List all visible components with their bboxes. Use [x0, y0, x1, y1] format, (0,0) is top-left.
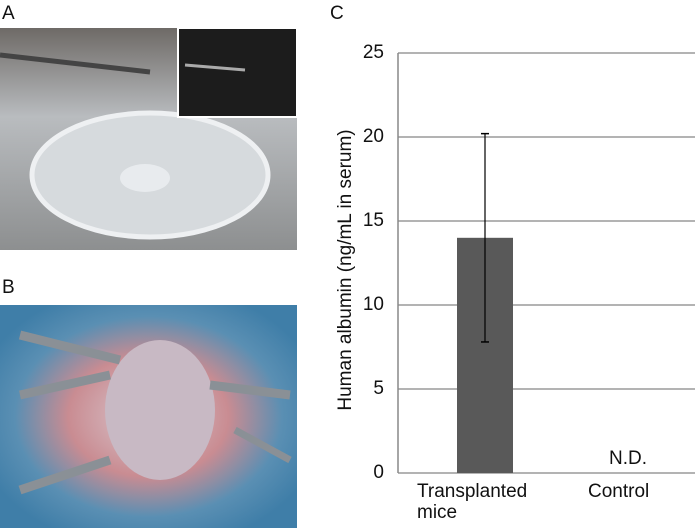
- x-tick-label: Control: [588, 481, 650, 502]
- panel-label: B: [2, 277, 15, 298]
- y-tick-label: 15: [363, 210, 384, 231]
- y-tick-label: 20: [363, 126, 384, 147]
- y-axis-title: Human albumin (ng/mL in serum): [335, 129, 356, 410]
- panel-label: A: [2, 3, 15, 24]
- value-label: N.D.: [609, 448, 647, 469]
- x-tick-label: Transplanted mice: [417, 481, 528, 523]
- y-tick-label: 5: [373, 378, 384, 399]
- y-tick-label: 25: [363, 42, 384, 63]
- photo-a: [0, 27, 298, 250]
- y-tick-label: 0: [373, 462, 384, 483]
- panel-label: C: [330, 3, 344, 24]
- y-tick-label: 10: [363, 294, 384, 315]
- photo-b: [0, 305, 297, 528]
